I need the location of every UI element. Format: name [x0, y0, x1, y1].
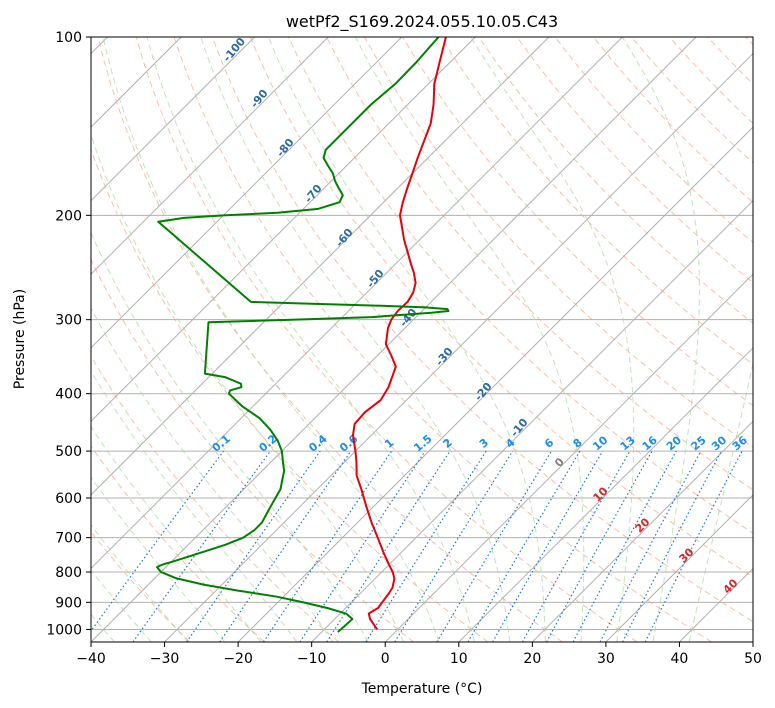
mixing-ratio-line	[521, 450, 631, 642]
x-tick-label: −40	[76, 651, 106, 667]
moist-adiabat-line	[146, 37, 475, 642]
x-axis-title: Temperature (°C)	[361, 681, 483, 697]
plot-frame	[90, 36, 754, 643]
moist-adiabat-line	[688, 360, 753, 642]
x-tick-label: 30	[597, 651, 615, 667]
dry-adiabat-line	[326, 37, 753, 491]
dry-adiabat-line	[211, 37, 753, 623]
moist-adiabat-line	[91, 524, 189, 642]
dry-adiabat-line	[173, 37, 713, 642]
mixing-ratio-line	[186, 450, 321, 642]
x-tick-label: −20	[223, 651, 253, 667]
isotherm-gridline	[91, 37, 550, 496]
chart-title: wetPf2_S169.2024.055.10.05.C43	[286, 12, 558, 32]
moist-adiabat-line	[355, 37, 585, 642]
x-tick-label: 50	[744, 651, 762, 667]
isotherm-gridline	[91, 37, 623, 570]
isotherm-gridline	[91, 37, 476, 423]
y-tick-label: 800	[55, 565, 82, 581]
dry-adiabat-line	[287, 37, 753, 534]
mixing-ratio-line	[644, 450, 743, 642]
dry-adiabat-line	[249, 37, 753, 578]
moist-adiabat-line	[200, 37, 511, 642]
moist-adiabat-line	[91, 133, 405, 642]
dry-adiabat-line	[135, 37, 638, 642]
isotherm-gridline	[164, 52, 753, 642]
moist-adiabat-line	[91, 569, 152, 642]
x-tick-label: 0	[381, 651, 390, 667]
isotherm-gridline	[458, 347, 753, 642]
x-tick-label: 40	[671, 651, 689, 667]
mixing-ratio-line	[91, 450, 225, 632]
dry-adiabat-line	[97, 37, 563, 642]
mixing-ratio-line	[394, 450, 514, 642]
isotherm-gridline	[605, 494, 753, 642]
dry-adiabat-line	[91, 258, 414, 642]
y-tick-label: 400	[55, 387, 82, 403]
y-axis-title: Pressure (hPa)	[12, 289, 28, 389]
x-tick-label: −10	[297, 651, 327, 667]
dewpoint-profile-line	[156, 37, 450, 633]
mixing-ratio-line	[219, 450, 352, 642]
isotherm-gridline	[384, 273, 753, 642]
isotherm-gridline	[91, 37, 329, 275]
x-tick-label: −30	[150, 651, 180, 667]
y-tick-label: 100	[55, 30, 82, 46]
moist-adiabat-line	[91, 307, 334, 642]
mixing-ratio-line	[326, 450, 451, 642]
mixing-ratio-line	[132, 450, 271, 642]
moist-adiabat-line	[102, 37, 440, 642]
dry-adiabat-line	[91, 445, 265, 642]
isotherm-gridline	[91, 37, 256, 202]
y-tick-label: 300	[55, 313, 82, 329]
isotherm-gridline	[91, 37, 697, 642]
y-tick-label: 1000	[46, 622, 82, 638]
mixing-ratio-line	[299, 450, 426, 642]
x-tick-label: 20	[523, 651, 541, 667]
isotherm-gridline	[237, 126, 753, 642]
moist-adiabat-line	[91, 425, 262, 642]
moist-adiabat-line	[91, 231, 369, 642]
isotherm-gridline	[91, 37, 403, 349]
y-tick-label: 700	[55, 531, 82, 547]
mixing-ratio-line	[546, 450, 653, 642]
isotherm-gridline	[531, 420, 753, 642]
y-tick-label: 900	[55, 595, 82, 611]
y-tick-label: 600	[55, 491, 82, 507]
temperature-profile-line	[351, 37, 447, 631]
moist-adiabat-line	[91, 476, 226, 642]
moist-adiabat-line	[621, 37, 700, 642]
mixing-ratio-line	[572, 450, 677, 642]
y-tick-label: 200	[55, 208, 82, 224]
x-tick-label: 10	[450, 651, 468, 667]
y-tick-label: 500	[55, 444, 82, 460]
moist-adiabat-line	[91, 370, 298, 642]
